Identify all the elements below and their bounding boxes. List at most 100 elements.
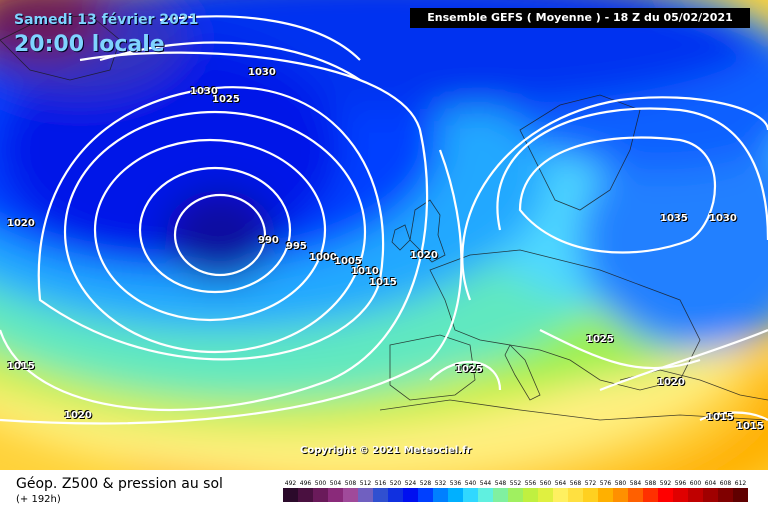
legend-label: 544 xyxy=(480,480,492,487)
legend-swatch xyxy=(613,488,628,502)
italy xyxy=(504,344,541,401)
forecast-date: Samedi 13 février 2021 xyxy=(14,12,199,28)
legend-swatch xyxy=(313,488,328,502)
legend-label: 576 xyxy=(600,480,612,487)
legend-label: 504 xyxy=(330,480,342,487)
legend-swatch xyxy=(553,488,568,502)
legend-swatch xyxy=(493,488,508,502)
legend-label: 512 xyxy=(360,480,372,487)
copyright-text: Copyright © 2021 Meteociel.fr xyxy=(300,445,472,456)
legend-swatch xyxy=(598,488,613,502)
legend-label: 580 xyxy=(615,480,627,487)
iso-1015-mid: 1015 xyxy=(369,277,397,288)
legend-swatch xyxy=(403,488,418,502)
legend-swatch xyxy=(373,488,388,502)
iso-1015-se-b: 1015 xyxy=(736,421,764,432)
legend-swatch xyxy=(283,488,298,502)
legend-swatch xyxy=(358,488,373,502)
isobar-995 xyxy=(138,166,292,294)
legend-swatch xyxy=(718,488,733,502)
iso-1005: 1005 xyxy=(334,256,362,267)
iso-1030-right: 1030 xyxy=(709,213,737,224)
isobar-1015 xyxy=(0,51,429,412)
scandinavia xyxy=(519,94,641,211)
iso-1025-iberia: 1025 xyxy=(455,364,483,375)
iso-1035: 1035 xyxy=(660,213,688,224)
legend-label: 500 xyxy=(315,480,327,487)
iso-1020-left: 1020 xyxy=(7,218,35,229)
legend-label: 492 xyxy=(285,480,297,487)
legend-label: 548 xyxy=(495,480,507,487)
legend-swatch xyxy=(628,488,643,502)
model-banner: Ensemble GEFS ( Moyenne ) - 18 Z du 05/0… xyxy=(410,8,750,28)
iso-990: 990 xyxy=(258,235,279,246)
iso-1020-bottom: 1020 xyxy=(64,410,92,421)
legend-swatch xyxy=(523,488,538,502)
legend-swatch xyxy=(508,488,523,502)
legend-label: 564 xyxy=(555,480,567,487)
legend-label: 596 xyxy=(675,480,687,487)
legend-swatch xyxy=(478,488,493,502)
chart-title: Géop. Z500 & pression au sol xyxy=(16,476,223,492)
iso-995: 995 xyxy=(286,241,307,252)
isobar-1035 xyxy=(518,136,716,254)
legend-swatch xyxy=(298,488,313,502)
iso-1020-east: 1020 xyxy=(657,377,685,388)
legend-label: 556 xyxy=(525,480,537,487)
legend-swatch xyxy=(658,488,673,502)
isobar-1025-ring xyxy=(461,96,768,301)
isobar-1020 xyxy=(0,149,463,425)
legend-swatch xyxy=(448,488,463,502)
isobar-1025-iberia xyxy=(429,360,502,391)
isobar-1005 xyxy=(63,110,367,354)
legend-swatch xyxy=(643,488,658,502)
legend-label: 532 xyxy=(435,480,447,487)
isobar-990 xyxy=(173,193,267,277)
legend-label: 592 xyxy=(660,480,672,487)
legend-label: 516 xyxy=(375,480,387,487)
legend-swatch xyxy=(343,488,358,502)
legend-label: 568 xyxy=(570,480,582,487)
legend-label: 560 xyxy=(540,480,552,487)
legend-swatch xyxy=(733,488,748,502)
isobar-1015-se xyxy=(699,411,768,421)
continental-europe xyxy=(429,249,701,391)
isobar-1010 xyxy=(37,86,385,361)
isobar-1020-east xyxy=(599,328,768,392)
legend-swatch xyxy=(583,488,598,502)
legend-label: 536 xyxy=(450,480,462,487)
legend-swatch xyxy=(673,488,688,502)
iso-1000: 1000 xyxy=(309,252,337,263)
legend-label: 604 xyxy=(705,480,717,487)
legend-swatch xyxy=(328,488,343,502)
isobar-1025-top xyxy=(99,41,361,81)
forecast-time: 20:00 locale xyxy=(14,32,165,57)
iberia xyxy=(389,334,476,401)
legend-swatch xyxy=(388,488,403,502)
iso-1015-se-a: 1015 xyxy=(706,412,734,423)
british-isles xyxy=(409,199,446,263)
legend-label: 496 xyxy=(300,480,312,487)
legend-swatch xyxy=(688,488,703,502)
isobar-1030-top xyxy=(159,15,361,61)
legend-swatch xyxy=(418,488,433,502)
color-legend: 492 496 500 504 508 512 516 520 524 528 532 536 540 5… xyxy=(283,480,748,502)
legend-label: 508 xyxy=(345,480,357,487)
ireland xyxy=(391,224,411,251)
isobar-1000 xyxy=(93,138,327,322)
legend-label: 588 xyxy=(645,480,657,487)
legend-label: 528 xyxy=(420,480,432,487)
legend-swatch xyxy=(703,488,718,502)
legend-label: 540 xyxy=(465,480,477,487)
iso-1030-top-a: 1030 xyxy=(248,67,276,78)
isobar-1030-ring xyxy=(496,107,768,241)
legend-label: 608 xyxy=(720,480,732,487)
chart-subtitle: (+ 192h) xyxy=(16,494,61,505)
legend-swatch xyxy=(568,488,583,502)
isobars xyxy=(0,15,768,425)
legend-label: 572 xyxy=(585,480,597,487)
iso-1010: 1010 xyxy=(351,266,379,277)
legend-label: 524 xyxy=(405,480,417,487)
iso-1025-balkan: 1025 xyxy=(586,334,614,345)
